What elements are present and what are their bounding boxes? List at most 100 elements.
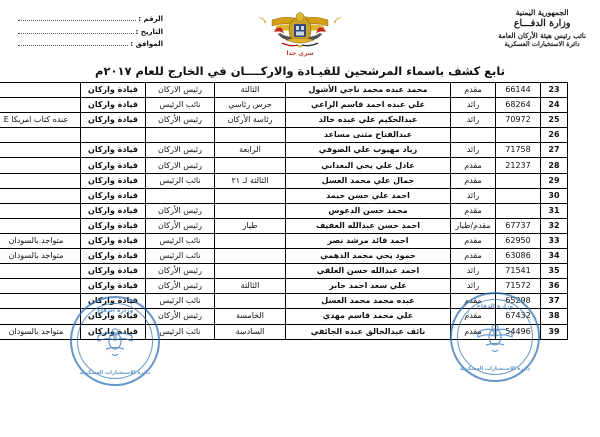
row-position: رئيس الأركان (145, 263, 215, 280)
table-row[interactable]: 38 67432 مقدم علي محمد قاسم مهدي الخامسة رئيس… (0, 308, 568, 325)
row-type: قيادة واركان (80, 142, 146, 159)
row-course (214, 127, 286, 144)
row-index: 24 (540, 97, 568, 114)
row-type: قيادة واركان (80, 232, 146, 250)
row-notes (0, 187, 81, 204)
row-rank: مقدم (450, 293, 496, 310)
row-name: جمال علي محمد العسل (285, 172, 451, 189)
table-row[interactable]: 30 رائد احمد علي حسن حيمد قيادة واركان (0, 187, 568, 204)
row-index: 33 (540, 232, 568, 250)
letterhead: الجمهورية اليمنية وزارة الدفـــاع نائب ر… (498, 8, 586, 49)
field-corresponding-label: الموافق : (130, 40, 163, 48)
row-index: 25 (540, 112, 568, 129)
row-course: الخامسة (214, 308, 286, 325)
table-row[interactable]: 39 54496 مقدم نائف عبدالخالق عبده الجائفي ال… (0, 323, 568, 340)
field-corresponding-blank[interactable] (18, 39, 129, 46)
row-notes (0, 217, 81, 234)
table-row[interactable]: 29 مقدم جمال علي محمد العسل الثالثة لـ ٢١ نا… (0, 172, 568, 189)
row-course: الثالثة (214, 81, 286, 99)
candidates-roster-table: 23 66144 مقدم محمد عبده محمد ناجي الأشول الث… (0, 81, 568, 340)
field-date-blank[interactable] (18, 27, 134, 34)
table-row[interactable]: 26 عبدالفتاح مثنى مساعد (0, 127, 568, 144)
table-row[interactable]: 25 70972 رائد عبدالحكيم علي عبده خالد رئاسة … (0, 112, 568, 129)
row-index: 38 (540, 308, 568, 325)
row-position: رئيس الأركان (145, 278, 215, 295)
row-military-number: 71541 (495, 263, 541, 280)
row-name: نائف عبدالخالق عبده الجائفي (285, 323, 451, 340)
row-type: قيادة واركان (80, 112, 146, 129)
row-rank: رائد (450, 142, 496, 159)
row-notes (0, 263, 81, 280)
row-rank: مقدم (450, 202, 496, 219)
row-index: 35 (540, 263, 568, 280)
table-row[interactable]: 31 مقدم محمد حسن الدعوس رئيس الأركان قيادة و… (0, 202, 568, 219)
row-position: رئيس الأركان (145, 202, 215, 219)
row-name: محمد حسن الدعوس (285, 202, 451, 219)
table-row[interactable]: 34 63086 مقدم حمود يحي محمد الذهمي نائب الرئ… (0, 248, 568, 265)
row-index: 27 (540, 142, 568, 159)
row-name: علي عبده احمد قاسم الراعي (285, 97, 451, 114)
table-row[interactable]: 35 71541 رائد احمد عبدالله حسن العلقي رئيس ا… (0, 263, 568, 280)
row-notes (0, 172, 81, 189)
row-position: رئيس الاركان (145, 142, 215, 159)
row-name: حمود يحي محمد الذهمي (285, 248, 451, 265)
row-name: علي محمد قاسم مهدي (285, 308, 451, 325)
row-position: رئيس الأركان (145, 308, 215, 325)
roster-table-body: 23 66144 مقدم محمد عبده محمد ناجي الأشول الث… (0, 81, 568, 340)
row-position: رئيس الأركان (145, 112, 215, 129)
row-notes: متواجد بالسودان (0, 248, 81, 265)
row-notes (0, 157, 81, 174)
row-position: نائب الرئيس (145, 97, 215, 114)
row-index: 37 (540, 293, 568, 310)
row-type: قيادة واركان (80, 217, 146, 234)
row-position: نائب الرئيس (145, 172, 215, 189)
row-type: قيادة واركان (80, 308, 146, 325)
form-fields: الرقم : التاريخ : الموافق : (18, 14, 163, 52)
field-number-label: الرقم : (138, 15, 163, 23)
table-row[interactable]: 32 67737 مقدم/طيار احمد حسن عبدالله العفيف ط… (0, 217, 568, 234)
row-military-number: 68264 (495, 97, 541, 114)
row-military-number: 21237 (495, 157, 541, 174)
table-row[interactable]: 27 71758 رائد زياد مهيوب علي الصوفي الرابعة ر… (0, 142, 568, 159)
row-index: 34 (540, 248, 568, 265)
row-notes (0, 142, 81, 159)
field-date-label: التاريخ : (135, 27, 163, 36)
row-type: قيادة واركان (80, 323, 146, 340)
row-course (214, 263, 286, 280)
table-row[interactable]: 37 65298 مقدم عبده محمد محمد العسل نائب الرئ… (0, 293, 568, 310)
row-position: رئيس الأركان (145, 217, 215, 234)
row-military-number (495, 202, 541, 219)
row-course: رئاسة الأركان (214, 112, 286, 129)
table-row[interactable]: 23 66144 مقدم محمد عبده محمد ناجي الأشول الث… (0, 81, 568, 99)
row-name: عادل علي يحي البعداني (285, 157, 451, 174)
row-name: محمد عبده محمد ناجي الأشول (285, 81, 451, 99)
letterhead-office: نائب رئيس هيئة الأركان العامة (498, 30, 586, 40)
row-military-number: 67432 (495, 308, 541, 325)
row-course: السادسة (214, 323, 286, 340)
yemen-eagle-emblem (252, 6, 348, 52)
row-military-number: 70972 (495, 112, 541, 129)
table-row[interactable]: 28 21237 مقدم عادل علي يحي البعداني رئيس الا… (0, 157, 568, 174)
row-index: 23 (540, 81, 568, 99)
row-index: 36 (540, 278, 568, 295)
row-index: 31 (540, 202, 568, 219)
row-position: نائب الرئيس (145, 293, 215, 310)
document-title: تابع كشف باسماء المرشحين للقيـادة والارك… (95, 64, 505, 78)
table-row[interactable]: 36 71572 رائد علي سعد احمد جابر الثالثة رئيس … (0, 278, 568, 295)
table-row[interactable]: 33 62950 مقدم احمد قائد مرشد نصر نائب الرئيس… (0, 232, 568, 250)
stamp-bottom-text: دائرة الاستخبارات العسكرية (79, 370, 151, 376)
row-course: حرس رئاسي (214, 97, 286, 114)
row-rank: رائد (450, 112, 496, 129)
table-row[interactable]: 24 68264 رائد علي عبده احمد قاسم الراعي حرس … (0, 97, 568, 114)
row-position: نائب الرئيس (145, 232, 215, 250)
field-number-blank[interactable] (18, 14, 137, 21)
letterhead-ministry: وزارة الدفـــاع (513, 18, 571, 30)
row-rank: رائد (450, 278, 496, 295)
row-index: 30 (540, 187, 568, 204)
row-notes (0, 308, 81, 325)
row-military-number: 66144 (495, 81, 541, 99)
row-military-number: 63086 (495, 248, 541, 265)
row-military-number: 71758 (495, 142, 541, 159)
row-notes (0, 127, 81, 144)
